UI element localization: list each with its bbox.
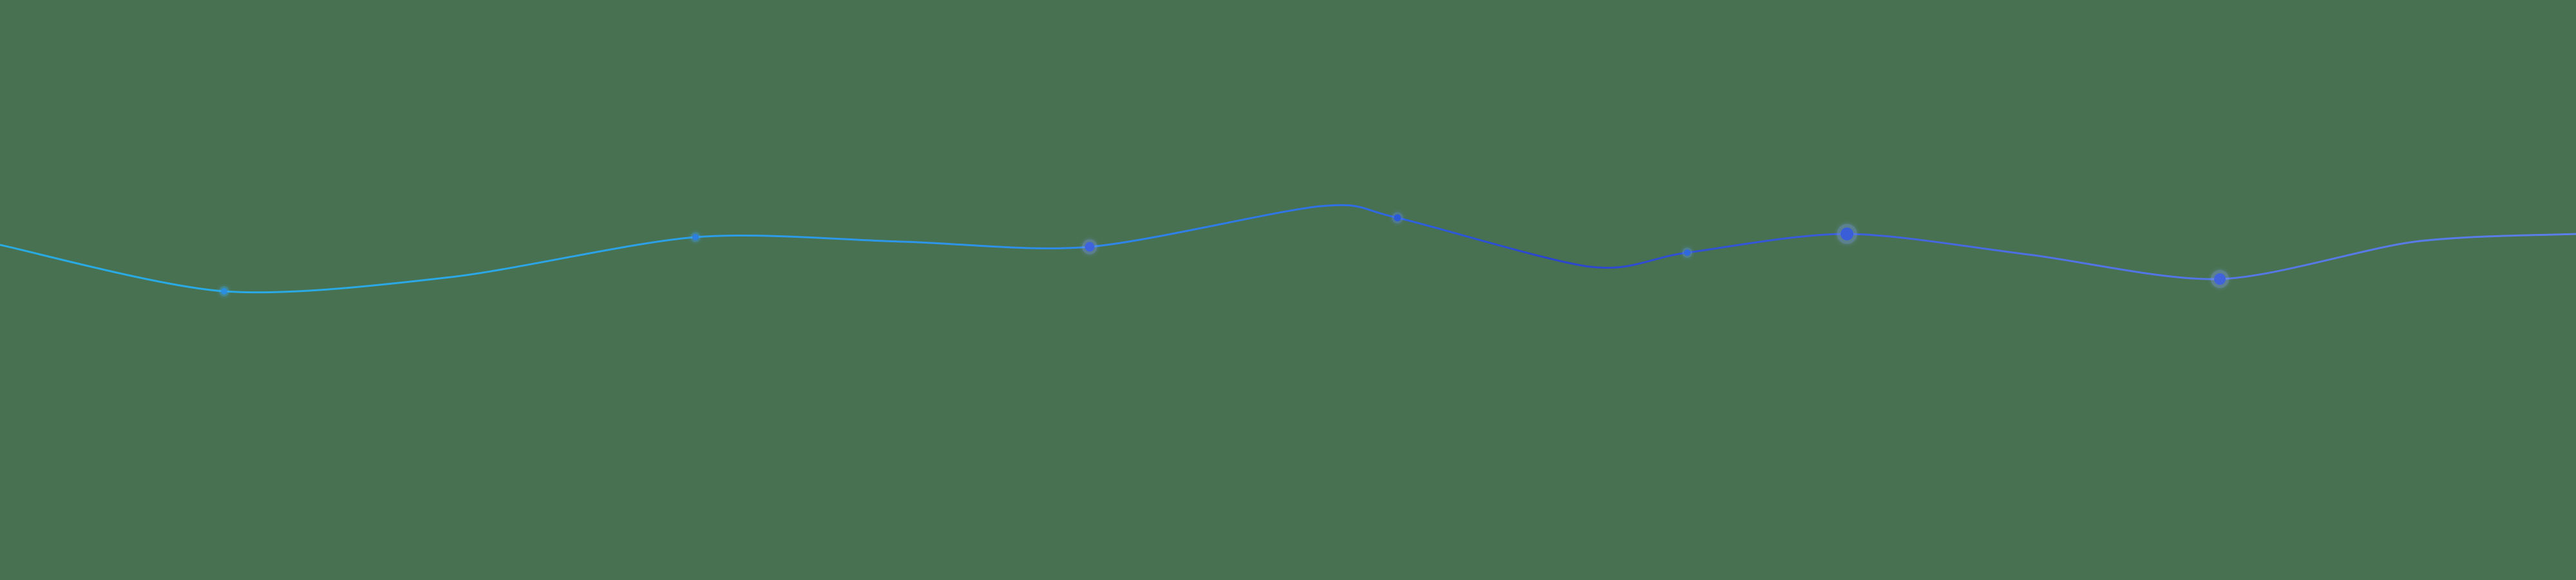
data-point-marker[interactable] [1841, 227, 1853, 240]
data-point-marker[interactable] [221, 288, 227, 295]
data-point-marker[interactable] [2214, 273, 2226, 285]
data-point-marker[interactable] [1684, 249, 1690, 256]
data-point-marker[interactable] [1394, 214, 1401, 222]
data-point-marker[interactable] [1084, 242, 1095, 252]
data-point-marker[interactable] [692, 234, 699, 240]
marker-layer [221, 214, 2226, 295]
series-line-path [0, 204, 2576, 294]
